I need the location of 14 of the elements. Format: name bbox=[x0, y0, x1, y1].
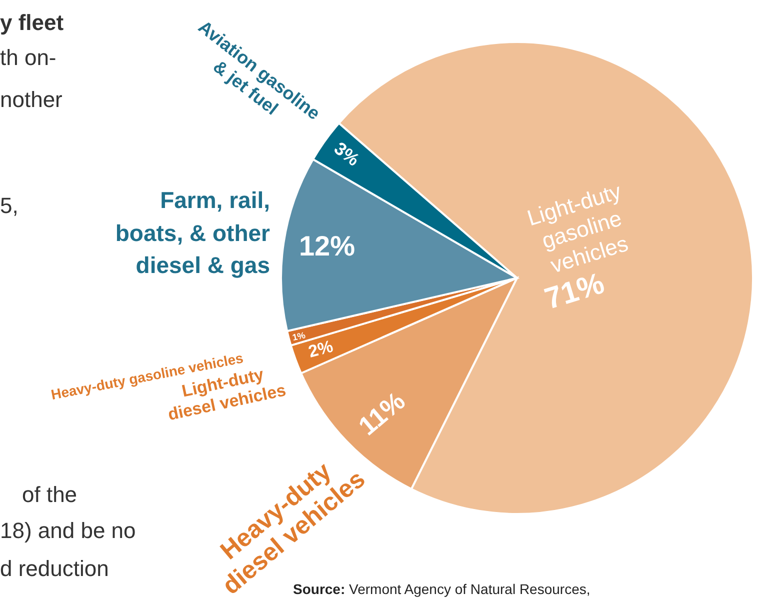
data-label: 1% bbox=[291, 330, 306, 343]
data-label: 2% bbox=[306, 336, 336, 362]
data-label: 3% bbox=[330, 138, 364, 170]
text: d reduction bbox=[0, 556, 109, 581]
text: 5, bbox=[0, 193, 18, 218]
text: 18) and be no bbox=[0, 518, 136, 543]
text: y fleet bbox=[0, 10, 64, 35]
text: of the bbox=[22, 482, 78, 507]
data-label: 11% bbox=[352, 386, 411, 442]
source-note: Source: Vermont Agency of Natural Resources, bbox=[293, 581, 590, 597]
text: th on- bbox=[0, 45, 56, 70]
slice-label: Farm, rail, boats, & other diesel & gas bbox=[115, 187, 270, 278]
text: nother bbox=[0, 87, 62, 112]
data-label: 12% bbox=[298, 230, 356, 262]
